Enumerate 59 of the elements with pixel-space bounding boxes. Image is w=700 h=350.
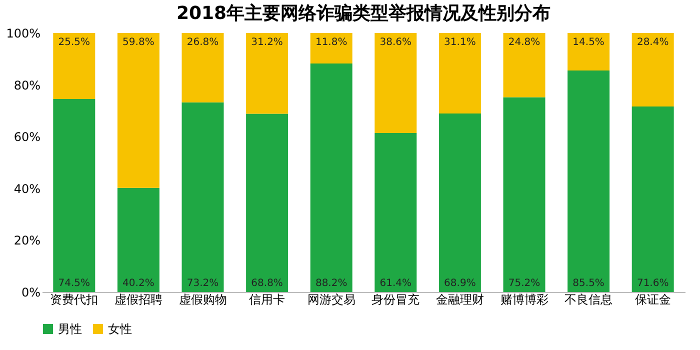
- y-tick-label: 20%: [14, 234, 40, 248]
- bar: [246, 114, 288, 292]
- bar: [374, 33, 417, 133]
- data-label: 28.4%: [636, 37, 669, 48]
- data-label: 88.2%: [315, 278, 348, 289]
- data-label: 31.2%: [251, 37, 283, 48]
- chart-title: 2018年主要网络诈骗类型举报情况及性别分布: [176, 3, 551, 24]
- bar: [438, 114, 481, 292]
- x-tick-label: 网游交易: [307, 292, 356, 306]
- data-label: 68.9%: [444, 278, 476, 289]
- data-label: 26.8%: [186, 37, 219, 48]
- bar: [182, 102, 224, 292]
- bar: [438, 33, 481, 114]
- legend-label: 男性: [58, 322, 82, 336]
- x-tick-label: 身份冒充: [372, 292, 420, 306]
- data-label: 31.1%: [444, 37, 476, 48]
- bar: [632, 106, 674, 292]
- bar: [503, 33, 546, 98]
- data-label: 40.2%: [122, 278, 154, 289]
- bar: [568, 70, 610, 292]
- bar: [568, 33, 610, 71]
- legend-label: 女性: [108, 322, 132, 336]
- data-label: 85.5%: [572, 278, 604, 289]
- x-tick-label: 资费代扣: [50, 292, 98, 306]
- data-label: 24.8%: [508, 37, 540, 48]
- data-label: 61.4%: [380, 278, 412, 289]
- data-label: 14.5%: [572, 37, 604, 48]
- x-tick-label: 不良信息: [564, 292, 613, 306]
- bar: [374, 132, 417, 292]
- y-tick-label: 0%: [21, 286, 40, 300]
- data-label: 11.8%: [315, 37, 348, 48]
- x-tick-label: 赌博博彩: [500, 292, 548, 306]
- bar: [182, 33, 224, 102]
- y-tick-label: 40%: [14, 182, 40, 196]
- bar: [53, 99, 96, 292]
- data-label: 25.5%: [58, 37, 90, 48]
- bar: [53, 33, 96, 100]
- y-tick-label: 80%: [14, 78, 40, 92]
- bar: [632, 33, 674, 107]
- data-label: 75.2%: [508, 278, 540, 289]
- data-label: 71.6%: [636, 278, 669, 289]
- bar: [117, 33, 160, 188]
- data-label: 38.6%: [380, 37, 412, 48]
- bar: [246, 33, 288, 114]
- data-label: 73.2%: [186, 278, 219, 289]
- x-tick-label: 虚假购物: [178, 292, 227, 306]
- data-label: 68.8%: [251, 278, 283, 289]
- bar: [503, 97, 546, 292]
- data-label: 59.8%: [122, 37, 154, 48]
- data-label: 74.5%: [58, 278, 90, 289]
- x-tick-label: 保证金: [634, 292, 671, 306]
- bar: [310, 33, 352, 64]
- x-tick-label: 金融理财: [436, 292, 484, 306]
- x-tick-label: 信用卡: [249, 292, 286, 306]
- bar: [117, 188, 160, 292]
- y-tick-label: 60%: [14, 130, 40, 144]
- x-tick-label: 虚假招聘: [114, 292, 162, 306]
- y-tick-label: 100%: [6, 26, 40, 40]
- bar: [310, 64, 352, 292]
